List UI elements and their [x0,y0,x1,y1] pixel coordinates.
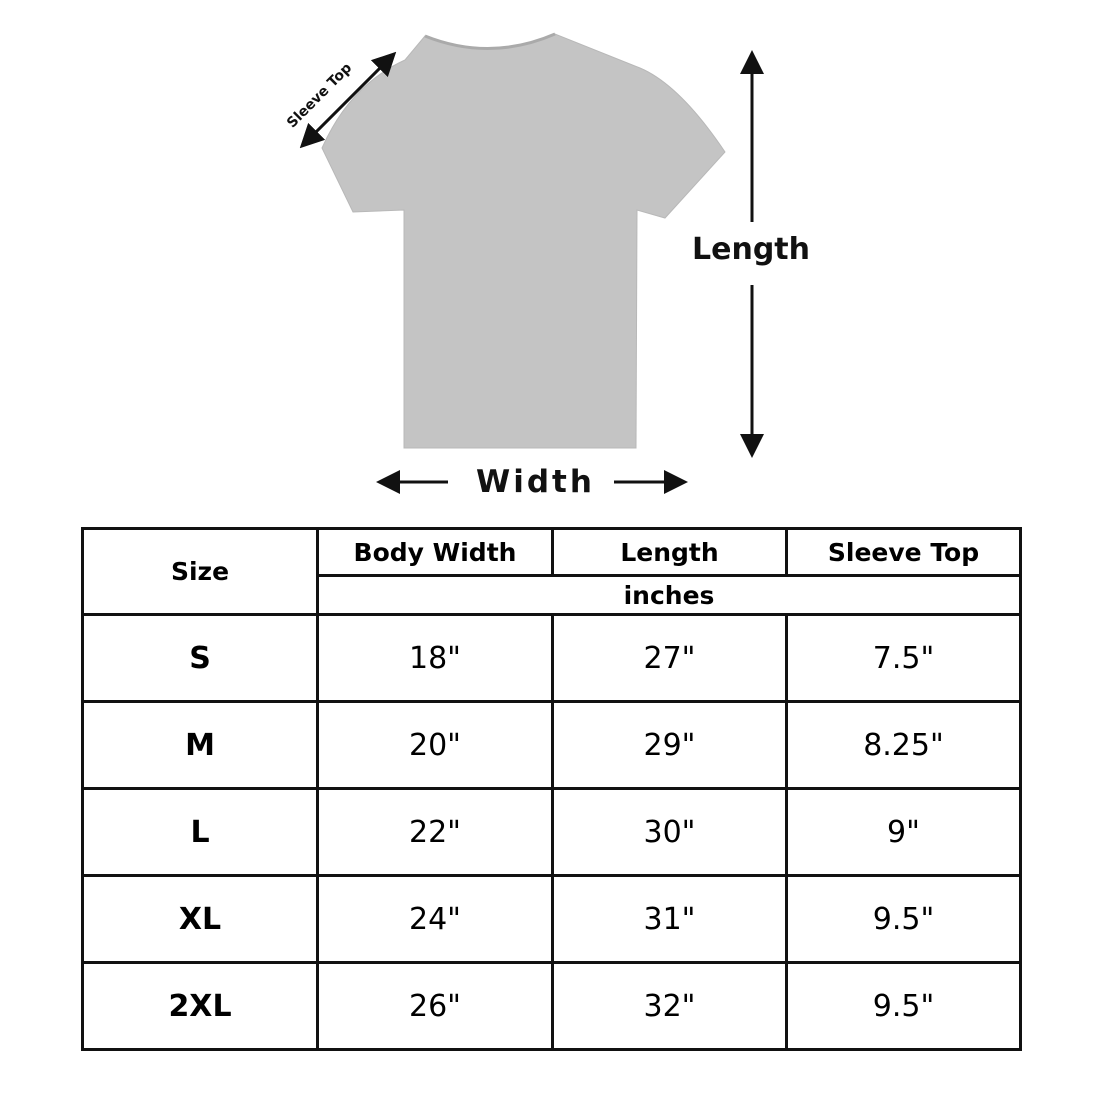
cell-length: 32" [551,961,788,1051]
table-row: M 20" 29" 8.25" [81,700,1022,790]
cell-body-width: 18" [316,613,554,703]
cell-body-width: 26" [316,961,554,1051]
cell-sleeve-top: 8.25" [785,700,1022,790]
cell-size: S [81,613,319,703]
cell-sleeve-top: 9.5" [785,961,1022,1051]
tshirt-diagram [299,32,764,494]
header-unit: inches [316,574,1022,616]
table-row: S 18" 27" 7.5" [81,613,1022,703]
cell-sleeve-top: 7.5" [785,613,1022,703]
cell-length: 27" [551,613,788,703]
header-sleeve-top: Sleeve Top [785,527,1022,577]
cell-body-width: 20" [316,700,554,790]
cell-body-width: 24" [316,874,554,964]
header-body-width: Body Width [316,527,554,577]
size-chart-table: Size Body Width Length Sleeve Top inches… [81,527,1022,1051]
header-length: Length [551,527,788,577]
cell-length: 29" [551,700,788,790]
cell-length: 31" [551,874,788,964]
cell-size: M [81,700,319,790]
sleeve-arrow [299,51,397,149]
cell-size: L [81,787,319,877]
cell-sleeve-top: 9" [785,787,1022,877]
table-row: L 22" 30" 9" [81,787,1022,877]
cell-sleeve-top: 9.5" [785,874,1022,964]
cell-length: 30" [551,787,788,877]
length-label: Length [692,232,810,267]
header-size: Size [81,527,319,616]
cell-body-width: 22" [316,787,554,877]
cell-size: XL [81,874,319,964]
table-row: 2XL 26" 32" 9.5" [81,961,1022,1051]
width-label: Width [476,464,595,500]
table-row: XL 24" 31" 9.5" [81,874,1022,964]
tshirt-image [321,33,726,449]
cell-size: 2XL [81,961,319,1051]
